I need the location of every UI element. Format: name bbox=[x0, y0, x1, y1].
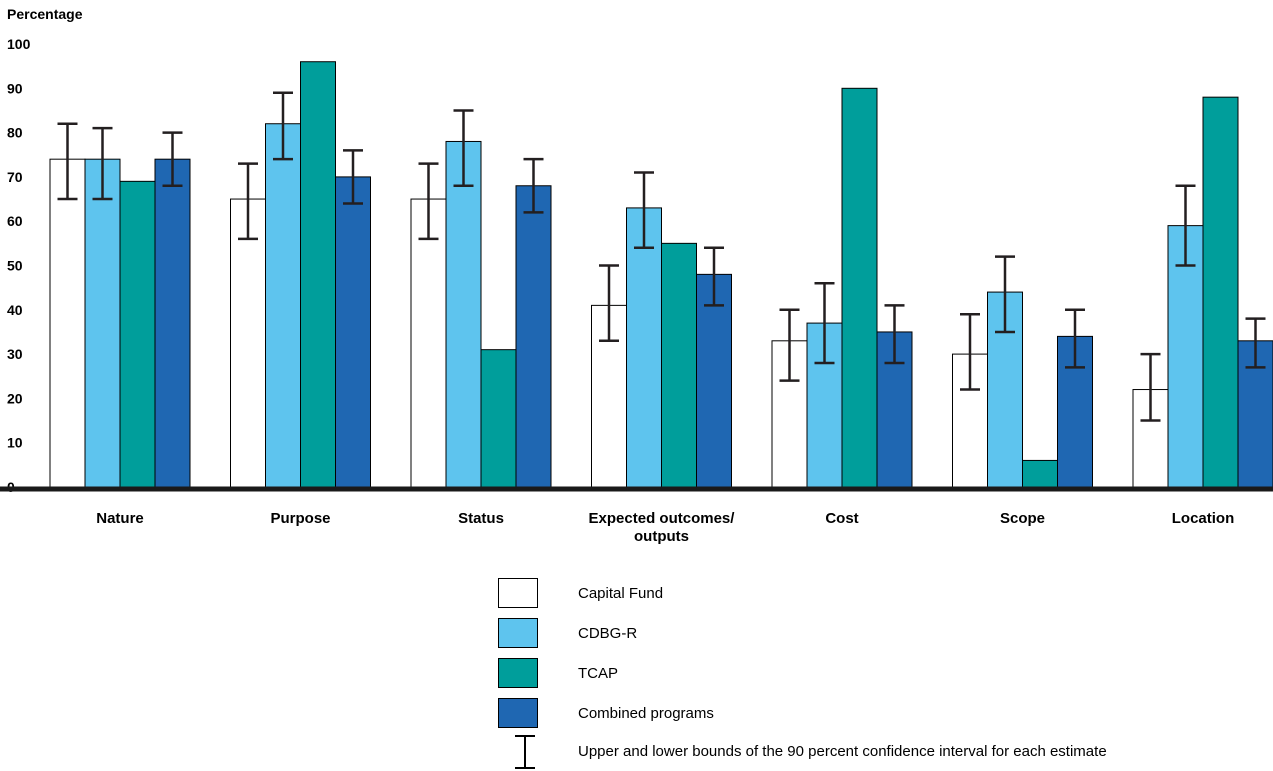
error-bar-capital-fund-expected-outcomes-outputs bbox=[599, 264, 619, 343]
bar-capital-fund-purpose bbox=[230, 198, 266, 488]
error-bar-capital-fund-location bbox=[1140, 352, 1161, 422]
legend-label-cdbg-r: CDBG-R bbox=[578, 625, 638, 642]
x-tick-label-status: Status bbox=[458, 510, 504, 527]
confidence-interval-icon bbox=[515, 735, 535, 769]
bar-combined-programs-status bbox=[515, 185, 552, 488]
y-tick-label-70: 70 bbox=[7, 169, 23, 185]
x-tick-label-cost: Cost bbox=[825, 510, 858, 527]
error-bar-combined-programs-nature bbox=[162, 131, 183, 188]
bar-combined-programs-nature bbox=[154, 158, 191, 488]
x-tick-label-expected-outcomes-outputs: Expected outcomes/outputs bbox=[589, 510, 736, 545]
x-tick-label-location: Location bbox=[1172, 510, 1235, 527]
bar-cdbg-r-expected-outcomes-outputs bbox=[626, 207, 662, 488]
legend-label-tcap: TCAP bbox=[578, 665, 619, 682]
y-tick-label-90: 90 bbox=[7, 80, 23, 96]
error-bar-capital-fund-status bbox=[418, 162, 439, 241]
legend-label-capital-fund: Capital Fund bbox=[578, 585, 664, 602]
bar-tcap-nature bbox=[119, 180, 156, 488]
y-tick-label-10: 10 bbox=[7, 435, 23, 451]
bar-capital-fund-status bbox=[410, 198, 447, 488]
bar-chart: 0102030405060708090100NaturePurposeStatu… bbox=[0, 36, 1273, 545]
legend-label-combined-programs: Combined programs bbox=[578, 705, 714, 722]
x-tick-label-purpose: Purpose bbox=[270, 510, 330, 527]
error-bar-combined-programs-purpose bbox=[343, 149, 363, 205]
error-bar-combined-programs-location bbox=[1245, 317, 1266, 369]
bar-tcap-expected-outcomes-outputs bbox=[661, 242, 697, 488]
error-bar-combined-programs-expected-outcomes-outputs bbox=[704, 246, 724, 307]
error-bar-capital-fund-scope bbox=[960, 312, 980, 391]
legend-swatch-capital-fund bbox=[498, 578, 538, 608]
bar-combined-programs-expected-outcomes-outputs bbox=[696, 273, 732, 488]
legend-swatch-combined-programs bbox=[498, 698, 538, 728]
y-tick-label-30: 30 bbox=[7, 346, 23, 362]
error-bar-cdbg-r-nature bbox=[92, 126, 113, 201]
bar-cdbg-r-purpose bbox=[265, 123, 301, 488]
error-bar-cdbg-r-expected-outcomes-outputs bbox=[634, 171, 654, 250]
error-bar-capital-fund-cost bbox=[779, 308, 800, 382]
legend-swatch-tcap bbox=[498, 658, 538, 688]
error-bar-cdbg-r-purpose bbox=[273, 91, 293, 161]
legend-swatch-cdbg-r bbox=[498, 618, 538, 648]
y-tick-label-80: 80 bbox=[7, 125, 23, 141]
y-tick-label-20: 20 bbox=[7, 390, 23, 406]
error-bar-capital-fund-purpose bbox=[238, 162, 258, 241]
error-bar-combined-programs-scope bbox=[1065, 308, 1085, 369]
y-axis-label: Percentage bbox=[7, 6, 83, 22]
y-tick-label-50: 50 bbox=[7, 258, 23, 274]
bar-tcap-purpose bbox=[300, 61, 336, 488]
bar-cdbg-r-status bbox=[445, 140, 482, 488]
bar-combined-programs-purpose bbox=[335, 176, 371, 488]
error-bar-cdbg-r-location bbox=[1175, 184, 1196, 267]
error-bar-combined-programs-status bbox=[523, 157, 544, 214]
legend-label-confidence-interval: Upper and lower bounds of the 90 percent… bbox=[578, 743, 1107, 760]
y-tick-label-40: 40 bbox=[7, 302, 23, 318]
error-bar-capital-fund-nature bbox=[57, 122, 78, 201]
x-tick-label-scope: Scope bbox=[1000, 510, 1045, 527]
y-tick-label-60: 60 bbox=[7, 213, 23, 229]
x-tick-label-nature: Nature bbox=[96, 510, 144, 527]
bar-tcap-scope bbox=[1022, 459, 1058, 488]
bar-capital-fund-nature bbox=[49, 158, 86, 488]
bar-cdbg-r-nature bbox=[84, 158, 121, 488]
bar-tcap-status bbox=[480, 349, 517, 488]
error-bar-cdbg-r-status bbox=[453, 109, 474, 188]
error-bar-cdbg-r-cost bbox=[814, 281, 835, 365]
error-bar-combined-programs-cost bbox=[884, 304, 905, 365]
bar-tcap-location bbox=[1202, 96, 1239, 488]
error-bar-cdbg-r-scope bbox=[995, 255, 1015, 334]
bar-tcap-cost bbox=[841, 87, 878, 488]
y-tick-label-100: 100 bbox=[7, 36, 31, 52]
